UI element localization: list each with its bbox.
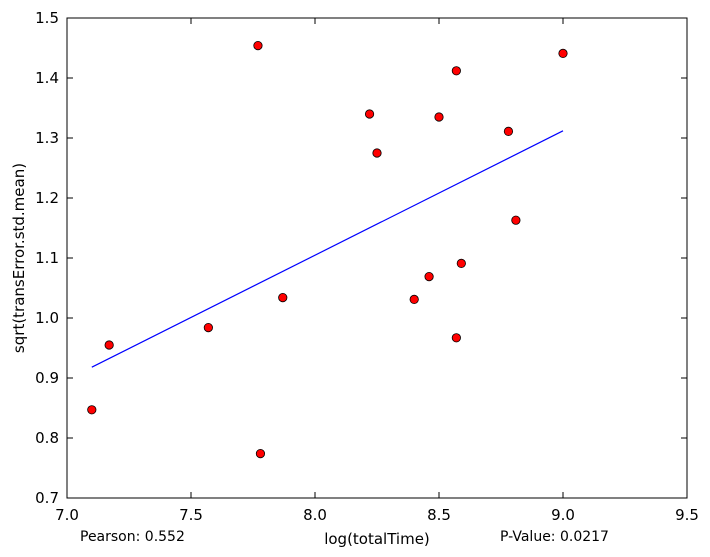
data-point xyxy=(253,40,263,51)
y-tick-label: 0.8 xyxy=(35,429,59,447)
data-point xyxy=(503,126,514,136)
data-point xyxy=(372,148,382,158)
data-point xyxy=(451,333,461,343)
pearson-stat: Pearson: 0.552 xyxy=(80,529,185,545)
data-point xyxy=(456,258,466,268)
data-point xyxy=(409,294,419,304)
x-tick-label: 8.5 xyxy=(427,506,451,524)
regression-line xyxy=(91,130,564,368)
data-point xyxy=(434,112,444,122)
x-axis-label: log(totalTime) xyxy=(324,530,430,548)
x-tick-label: 8.0 xyxy=(303,506,327,524)
data-point xyxy=(203,322,213,333)
data-point xyxy=(104,340,114,350)
data-point xyxy=(87,405,97,415)
data-points xyxy=(87,40,568,459)
y-tick-label: 1.0 xyxy=(35,309,59,327)
y-tick-label: 1.3 xyxy=(35,129,59,147)
data-point xyxy=(558,48,568,59)
y-tick-label: 1.5 xyxy=(35,9,59,27)
x-tick-label: 7.0 xyxy=(55,506,79,524)
axes: 7.0 7.5 8.0 8.5 9.0 9.5 0.7 0.8 0.9 1.0 1.1 1.2 1.3 1… xyxy=(35,9,699,524)
data-point xyxy=(511,215,521,225)
x-tick-label: 7.5 xyxy=(179,506,203,524)
data-point xyxy=(255,448,266,459)
y-tick-label: 0.9 xyxy=(35,369,59,387)
y-axis-label: sqrt(transError.std.mean) xyxy=(10,163,28,353)
fit-line-layer xyxy=(91,130,564,368)
y-tick-label: 0.7 xyxy=(35,489,59,507)
data-point xyxy=(278,292,288,303)
x-tick-label: 9.0 xyxy=(551,506,575,524)
y-tick-label: 1.1 xyxy=(35,249,59,267)
data-point xyxy=(451,66,461,76)
y-tick-label: 1.4 xyxy=(35,69,59,87)
y-tick-label: 1.2 xyxy=(35,189,59,207)
data-point xyxy=(424,271,434,282)
p-value-stat: P-Value: 0.0217 xyxy=(500,529,609,545)
data-point xyxy=(364,109,375,119)
x-tick-label: 9.5 xyxy=(675,506,699,524)
